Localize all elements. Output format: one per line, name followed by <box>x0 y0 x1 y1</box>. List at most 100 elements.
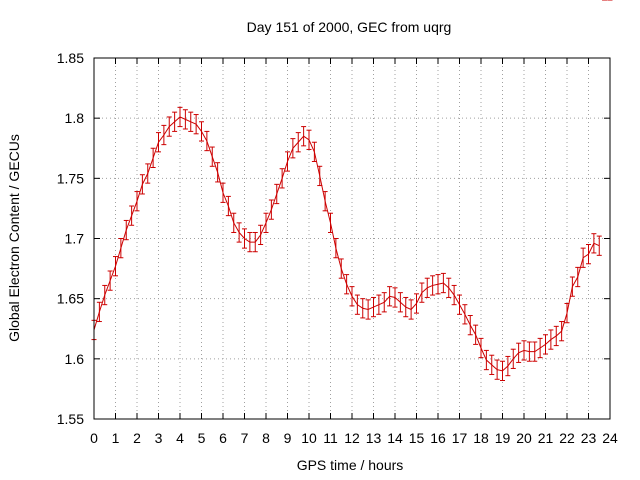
error-bar <box>467 315 473 336</box>
error-bar <box>301 126 307 147</box>
error-bar <box>268 199 274 220</box>
x-tick-label: 9 <box>284 430 292 446</box>
error-bar <box>500 360 505 381</box>
error-bar <box>580 247 586 268</box>
grid-lines <box>94 58 610 419</box>
x-tick-label: 13 <box>366 430 382 446</box>
error-bar <box>129 205 135 226</box>
error-bar <box>285 151 290 172</box>
error-bar <box>489 354 495 375</box>
error-bar <box>392 287 398 308</box>
error-bar <box>403 296 409 318</box>
error-bar <box>118 238 124 259</box>
x-tick-label: 5 <box>198 430 206 446</box>
x-tick-label: 23 <box>581 430 597 446</box>
error-bar <box>349 286 355 307</box>
error-bar <box>451 284 457 306</box>
error-bar <box>564 302 570 324</box>
error-bar <box>532 341 538 362</box>
error-bar <box>419 282 425 303</box>
error-bar <box>483 349 489 371</box>
error-bar <box>172 111 178 132</box>
error-bar <box>510 348 516 369</box>
error-bar <box>220 182 226 203</box>
series-line <box>93 116 600 372</box>
error-bar <box>462 304 468 325</box>
error-bar <box>145 163 151 184</box>
error-bar <box>435 274 441 295</box>
error-bar <box>139 174 145 195</box>
error-bar <box>344 274 350 295</box>
y-tick-label: 1.75 <box>57 170 84 186</box>
error-bar <box>102 284 108 306</box>
error-bar <box>505 355 511 377</box>
y-tick-label: 1.65 <box>57 291 84 307</box>
x-tick-label: 8 <box>262 430 270 446</box>
x-tick-label: 3 <box>155 430 163 446</box>
error-bar <box>236 222 242 243</box>
error-bar <box>430 275 436 296</box>
x-tick-label: 4 <box>176 430 184 446</box>
x-tick-label: 2 <box>133 430 141 446</box>
error-bar <box>559 321 565 342</box>
error-bar <box>209 146 215 167</box>
y-tick-label: 1.8 <box>65 110 85 126</box>
x-tick-label: 20 <box>516 430 532 446</box>
error-bar <box>516 342 522 363</box>
error-bar <box>311 141 317 162</box>
error-bar <box>295 132 301 153</box>
error-bar <box>446 277 452 298</box>
x-tick-label: 19 <box>495 430 511 446</box>
error-bar <box>408 299 414 320</box>
error-bar <box>521 340 527 361</box>
y-tick-label: 1.6 <box>65 351 85 367</box>
y-axis-ticks: 1.55 1.6 1.65 1.7 1.75 1.8 1.85 <box>57 50 610 427</box>
x-axis-ticks: 0 1 2 3 4 5 6 7 8 9 10 11 12 13 14 15 16 17 18 19 20 21 22 23 24 <box>90 58 618 446</box>
error-bar <box>166 116 172 137</box>
error-bar <box>134 191 140 212</box>
error-bar <box>586 244 591 265</box>
error-bar <box>473 324 479 345</box>
error-bar <box>387 286 393 307</box>
error-bar <box>188 111 194 132</box>
error-bar <box>569 276 575 297</box>
plot-frame <box>93 57 611 420</box>
x-tick-label: 24 <box>602 430 618 446</box>
error-bar <box>215 162 221 183</box>
error-bar <box>537 337 543 359</box>
x-tick-label: 11 <box>323 430 338 446</box>
error-bar <box>107 270 113 291</box>
error-bar <box>247 231 253 253</box>
error-bar <box>322 191 328 212</box>
error-bar <box>371 296 376 318</box>
error-bar <box>397 292 403 313</box>
y-tick-label: 1.7 <box>65 231 85 247</box>
y-axis-label: Global Electron Content / GECUs <box>6 134 22 342</box>
error-bar <box>279 168 285 189</box>
error-bar <box>113 256 118 277</box>
x-tick-label: 21 <box>538 430 554 446</box>
error-bar <box>548 329 554 350</box>
y-tick-label: 1.85 <box>57 50 84 66</box>
error-bar <box>365 299 371 320</box>
x-tick-label: 7 <box>241 430 249 446</box>
error-bar <box>193 114 199 135</box>
error-bar <box>161 124 167 146</box>
error-bar <box>354 294 360 315</box>
error-bar <box>274 183 280 205</box>
error-bar <box>306 129 312 150</box>
x-tick-label: 10 <box>301 430 317 446</box>
error-bar <box>123 219 129 241</box>
error-bar <box>258 224 264 246</box>
error-bar <box>440 272 446 294</box>
x-tick-label: 14 <box>387 430 403 446</box>
error-bar <box>225 195 231 217</box>
error-bar <box>317 165 323 187</box>
error-bar <box>231 212 237 233</box>
error-bar <box>360 298 366 319</box>
error-bar <box>177 106 183 128</box>
error-bar <box>494 359 500 380</box>
error-bar <box>591 233 597 254</box>
y-tick-label: 1.55 <box>57 411 84 427</box>
